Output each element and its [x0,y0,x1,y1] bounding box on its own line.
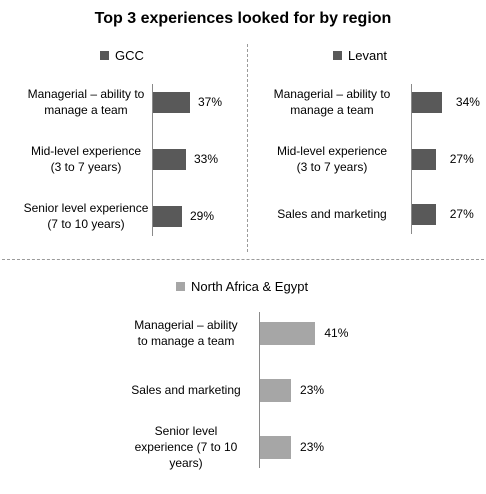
bar [260,435,292,459]
category-label: Senior level experience (7 to 10 years) [134,424,238,470]
legend-label: Levant [348,48,388,63]
category-axis [259,312,260,468]
bar [260,378,292,402]
category-label: Sales and marketing [131,383,241,397]
category-label: Managerial – ability to manage a team [273,87,391,117]
value-label: 23% [300,383,325,397]
value-label: 41% [324,326,349,340]
category-label: Sales and marketing [277,207,387,221]
bar [153,205,182,227]
category-label: Senior level experience (7 to 10 years) [23,201,149,231]
value-label: 27% [449,152,474,166]
horizontal-divider [2,259,484,260]
legend-label: GCC [115,48,144,63]
legend-label: North Africa & Egypt [191,279,309,294]
legend-swatch [100,51,109,60]
bar [153,148,186,170]
value-label: 33% [194,152,219,166]
legend-swatch [176,282,185,291]
category-label: Mid-level experience (3 to 7 years) [30,144,142,174]
legend-swatch [333,51,342,60]
chart-title: Top 3 experiences looked for by region [94,10,392,27]
bar [412,203,436,225]
bar [412,148,436,170]
value-label: 34% [455,95,480,109]
category-label: Managerial – ability to manage a team [134,318,238,348]
category-label: Managerial – ability to manage a team [27,87,145,117]
value-label: 29% [190,209,215,223]
legend-north-africa-egypt: North Africa & Egypt [176,279,308,294]
legend-levant: Levant [333,48,387,63]
category-label: Mid-level experience (3 to 7 years) [276,144,388,174]
vertical-divider [247,44,248,252]
bar [412,91,442,113]
legend-gcc: GCC [100,48,144,63]
bar [153,91,190,113]
category-axis [411,84,412,234]
category-axis [152,84,153,236]
value-label: 27% [449,207,474,221]
bar [260,321,316,345]
value-label: 37% [198,95,223,109]
value-label: 23% [300,440,325,454]
